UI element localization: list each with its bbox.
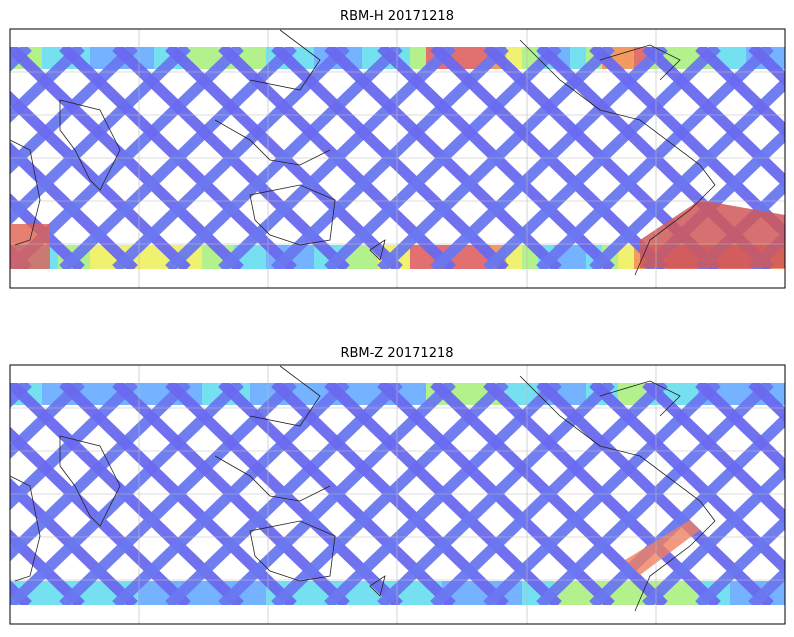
swath-cell [458,383,474,405]
swath-cell [90,581,106,605]
coastline [519,39,716,276]
swath-cell [778,47,785,69]
coastline [599,380,681,417]
swath-cell [90,383,106,405]
swath [695,383,785,474]
swath-hot [640,200,785,268]
swath-cell [570,245,586,269]
swath-cell [410,581,426,605]
swath-cell [250,581,266,605]
swath-cell [42,581,58,605]
swath-cell [458,47,474,69]
swath-cell [410,383,426,405]
swath-cell [42,383,58,405]
swath-cell [618,245,634,269]
swath-cell [458,245,474,269]
swath-hot [10,224,50,269]
coastline [9,139,41,246]
coastline [249,29,321,91]
swath-cell [138,47,154,69]
swath-cell [778,581,785,605]
swath-cell [138,383,154,405]
swath-cell [410,245,426,269]
swath-cell [250,245,266,269]
swath-cell [202,47,218,69]
panel-title: RBM-Z 20171218 [340,346,453,361]
swath-cell [730,581,746,605]
coastline [214,119,331,166]
swath-cell [570,47,586,69]
swath-cell [618,581,634,605]
coastline [369,239,386,261]
coastline [519,375,716,612]
swath-cell [250,47,266,69]
swath-cell [570,383,586,405]
swath-cell [458,581,474,605]
coastline [369,575,386,597]
coastline [599,44,681,81]
swath-cell [730,383,746,405]
panel-title: RBM-H 20171218 [340,9,454,24]
map-frame [9,364,786,625]
coastline [214,455,331,502]
swath-hot [625,520,700,575]
swath-cell [570,581,586,605]
swath-cell [202,383,218,405]
coastline [249,365,321,427]
swath-cell [778,383,785,405]
coastline [249,184,336,246]
swath-cell [730,47,746,69]
swath [695,47,785,138]
map-frame [9,28,786,289]
swath-cell [618,383,634,405]
swath-cell [298,245,314,269]
coastline [9,475,41,582]
swath-cell [298,581,314,605]
swath-cell [410,47,426,69]
coastline [59,99,121,191]
swath [695,514,785,605]
coastline [59,435,121,527]
swath-cell [90,47,106,69]
coastline [249,520,336,582]
swath-cell [250,383,266,405]
swath-cell [90,245,106,269]
swath-cell [618,47,634,69]
swath-cell [42,47,58,69]
